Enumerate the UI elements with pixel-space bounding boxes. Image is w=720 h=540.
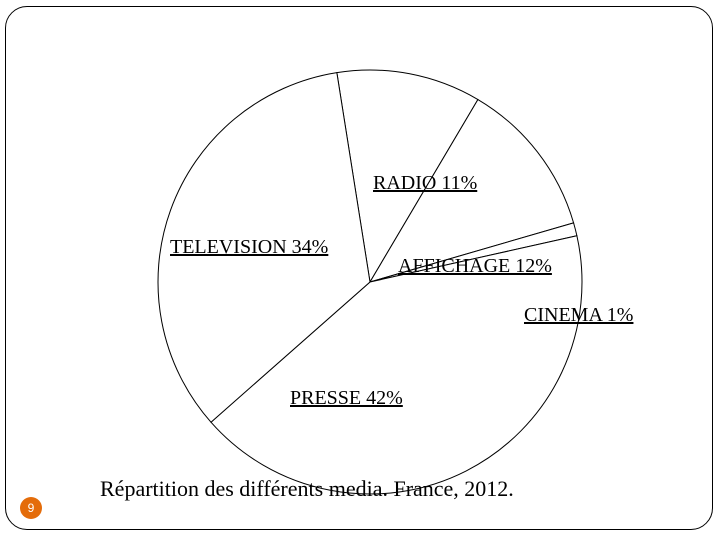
slice-label-cinema: CINEMA 1% <box>524 304 633 326</box>
slice-label-affichage: AFFICHAGE 12% <box>398 255 552 277</box>
slice-label-radio: RADIO 11% <box>373 172 477 194</box>
pie-labels: RADIO 11% AFFICHAGE 12% CINEMA 1% PRESSE… <box>170 172 633 409</box>
page-number-badge: 9 <box>20 497 42 519</box>
slide-frame <box>5 6 713 530</box>
slice-label-television: TELEVISION 34% <box>170 236 328 258</box>
pie-slice-presse <box>210 235 583 495</box>
pie-slice-radio <box>336 69 479 284</box>
chart-caption: Répartition des différents media. France… <box>100 476 514 501</box>
pie-slices <box>157 69 583 495</box>
pie-slice-television <box>157 72 371 423</box>
pie-slice-affichage <box>368 98 575 283</box>
slice-label-presse: PRESSE 42% <box>290 387 403 409</box>
